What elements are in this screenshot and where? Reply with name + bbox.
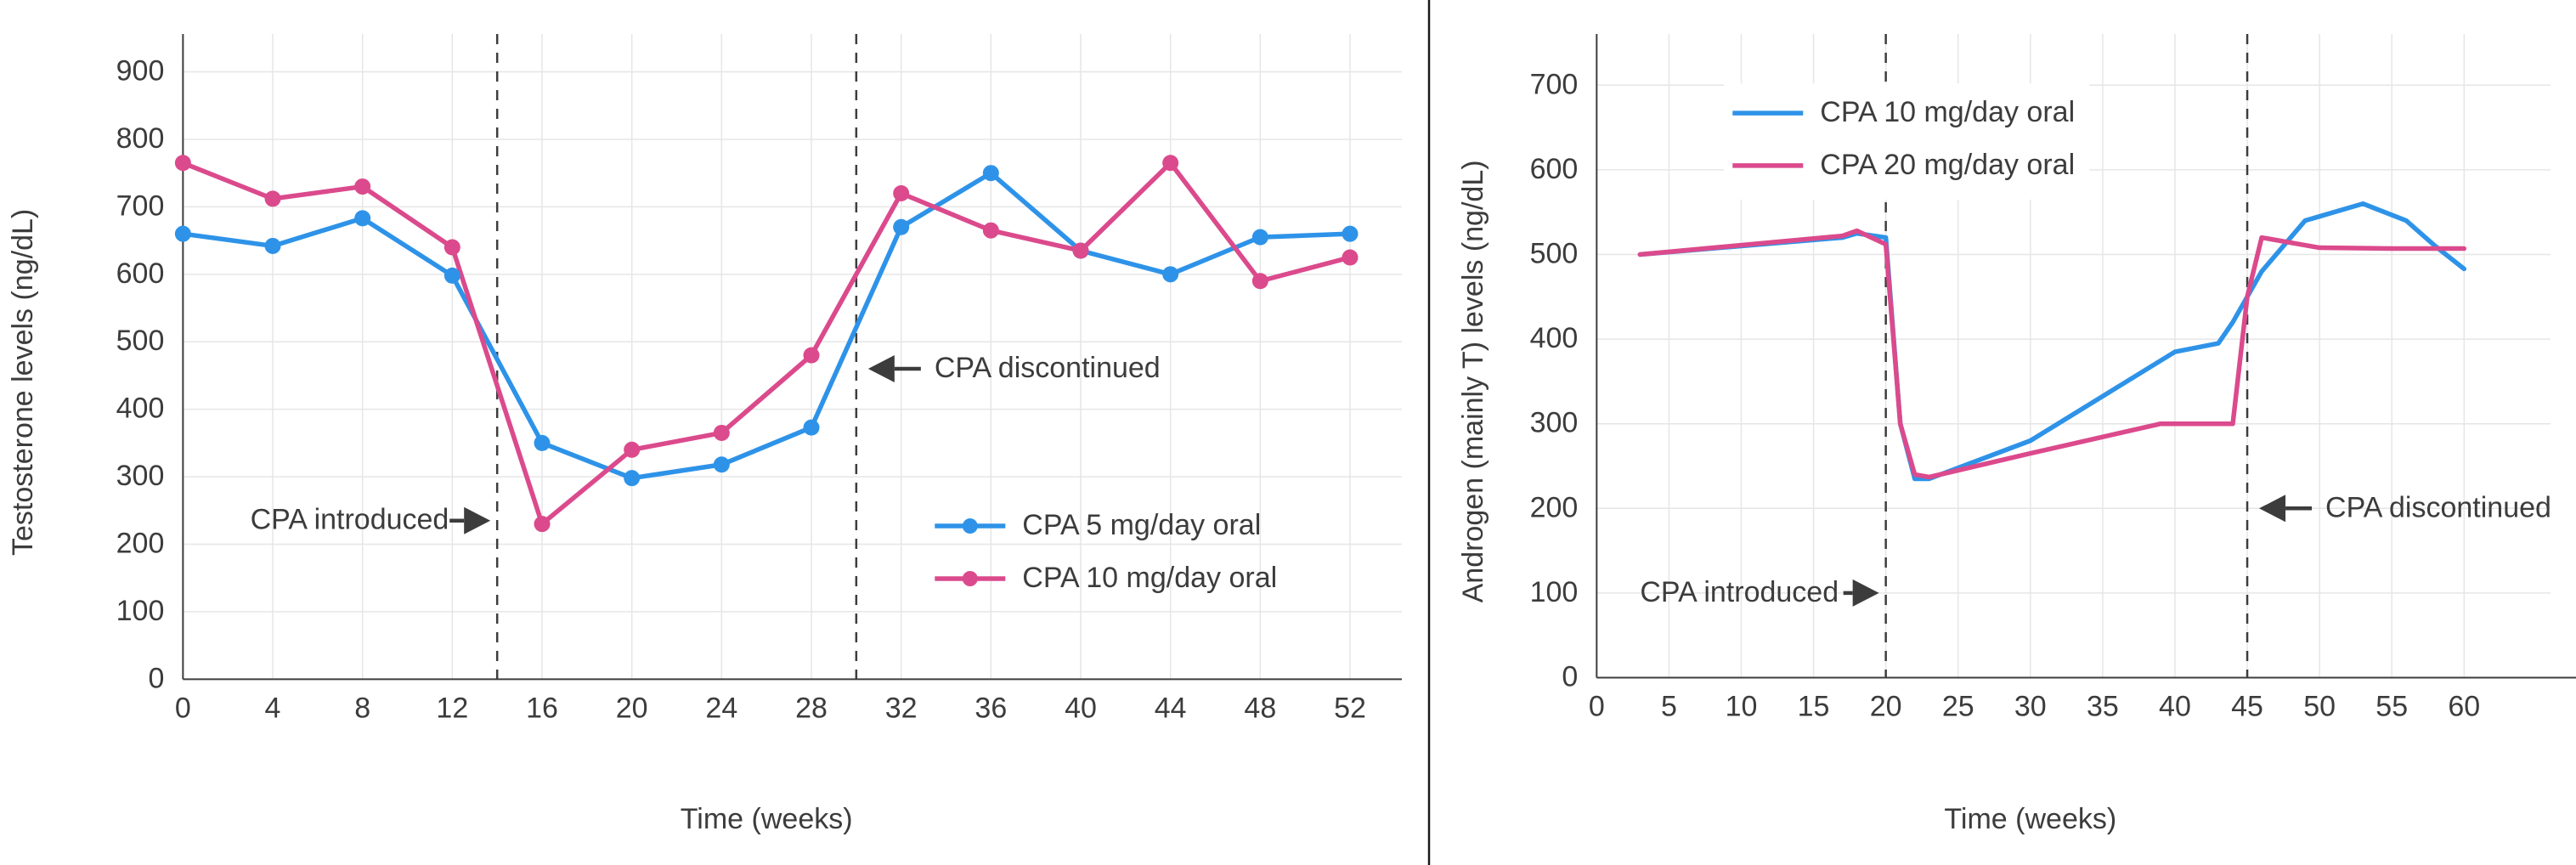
svg-text:CPA discontinued: CPA discontinued (935, 352, 1161, 384)
svg-text:700: 700 (116, 189, 165, 222)
svg-text:20: 20 (1870, 691, 1902, 723)
svg-text:24: 24 (705, 692, 737, 724)
svg-text:40: 40 (2159, 691, 2191, 723)
svg-text:200: 200 (1530, 491, 1579, 523)
svg-text:60: 60 (2448, 691, 2480, 723)
svg-text:300: 300 (1530, 407, 1579, 439)
svg-text:45: 45 (2231, 691, 2263, 723)
svg-text:Androgen (mainly T) levels (ng: Androgen (mainly T) levels (ng/dL) (1457, 160, 1489, 602)
svg-text:55: 55 (2375, 691, 2408, 723)
svg-text:20: 20 (616, 692, 648, 724)
svg-text:CPA 5 mg/day oral: CPA 5 mg/day oral (1022, 509, 1261, 541)
svg-text:15: 15 (1798, 691, 1830, 723)
svg-text:CPA introduced: CPA introduced (1640, 576, 1839, 608)
svg-text:600: 600 (116, 257, 165, 290)
svg-text:8: 8 (354, 692, 370, 724)
svg-text:700: 700 (1530, 68, 1579, 100)
svg-text:0: 0 (148, 662, 164, 694)
svg-text:100: 100 (1530, 576, 1579, 608)
svg-text:500: 500 (116, 325, 165, 357)
svg-text:0: 0 (175, 692, 191, 724)
svg-text:CPA 20 mg/day oral: CPA 20 mg/day oral (1820, 149, 2075, 181)
svg-text:0: 0 (1589, 691, 1605, 723)
svg-text:Testosterone levels (ng/dL): Testosterone levels (ng/dL) (7, 209, 39, 556)
svg-text:40: 40 (1065, 692, 1097, 724)
svg-text:CPA discontinued: CPA discontinued (2325, 491, 2551, 523)
svg-text:10: 10 (1726, 691, 1758, 723)
svg-text:48: 48 (1244, 692, 1276, 724)
svg-text:52: 52 (1334, 692, 1366, 724)
svg-text:Time (weeks): Time (weeks) (1944, 803, 2116, 835)
svg-text:300: 300 (116, 460, 165, 492)
svg-text:800: 800 (116, 122, 165, 155)
svg-text:5: 5 (1661, 691, 1677, 723)
svg-text:16: 16 (526, 692, 558, 724)
svg-text:50: 50 (2303, 691, 2336, 723)
svg-text:200: 200 (116, 528, 165, 560)
svg-text:400: 400 (1530, 322, 1579, 354)
svg-text:Time (weeks): Time (weeks) (681, 803, 853, 835)
svg-text:900: 900 (116, 55, 165, 88)
svg-text:CPA 10 mg/day oral: CPA 10 mg/day oral (1022, 562, 1277, 594)
svg-text:4: 4 (265, 692, 281, 724)
svg-text:44: 44 (1155, 692, 1187, 724)
svg-text:600: 600 (1530, 153, 1579, 185)
svg-text:12: 12 (436, 692, 468, 724)
svg-text:500: 500 (1530, 238, 1579, 270)
svg-text:CPA 10 mg/day oral: CPA 10 mg/day oral (1820, 96, 2075, 128)
svg-text:400: 400 (116, 393, 165, 425)
svg-text:35: 35 (2087, 691, 2119, 723)
svg-text:25: 25 (1942, 691, 1974, 723)
svg-text:36: 36 (974, 692, 1007, 724)
svg-text:30: 30 (2014, 691, 2047, 723)
svg-text:32: 32 (885, 692, 918, 724)
svg-text:0: 0 (1562, 661, 1578, 693)
svg-text:28: 28 (795, 692, 828, 724)
svg-text:100: 100 (116, 595, 165, 627)
svg-text:CPA introduced: CPA introduced (251, 504, 449, 536)
